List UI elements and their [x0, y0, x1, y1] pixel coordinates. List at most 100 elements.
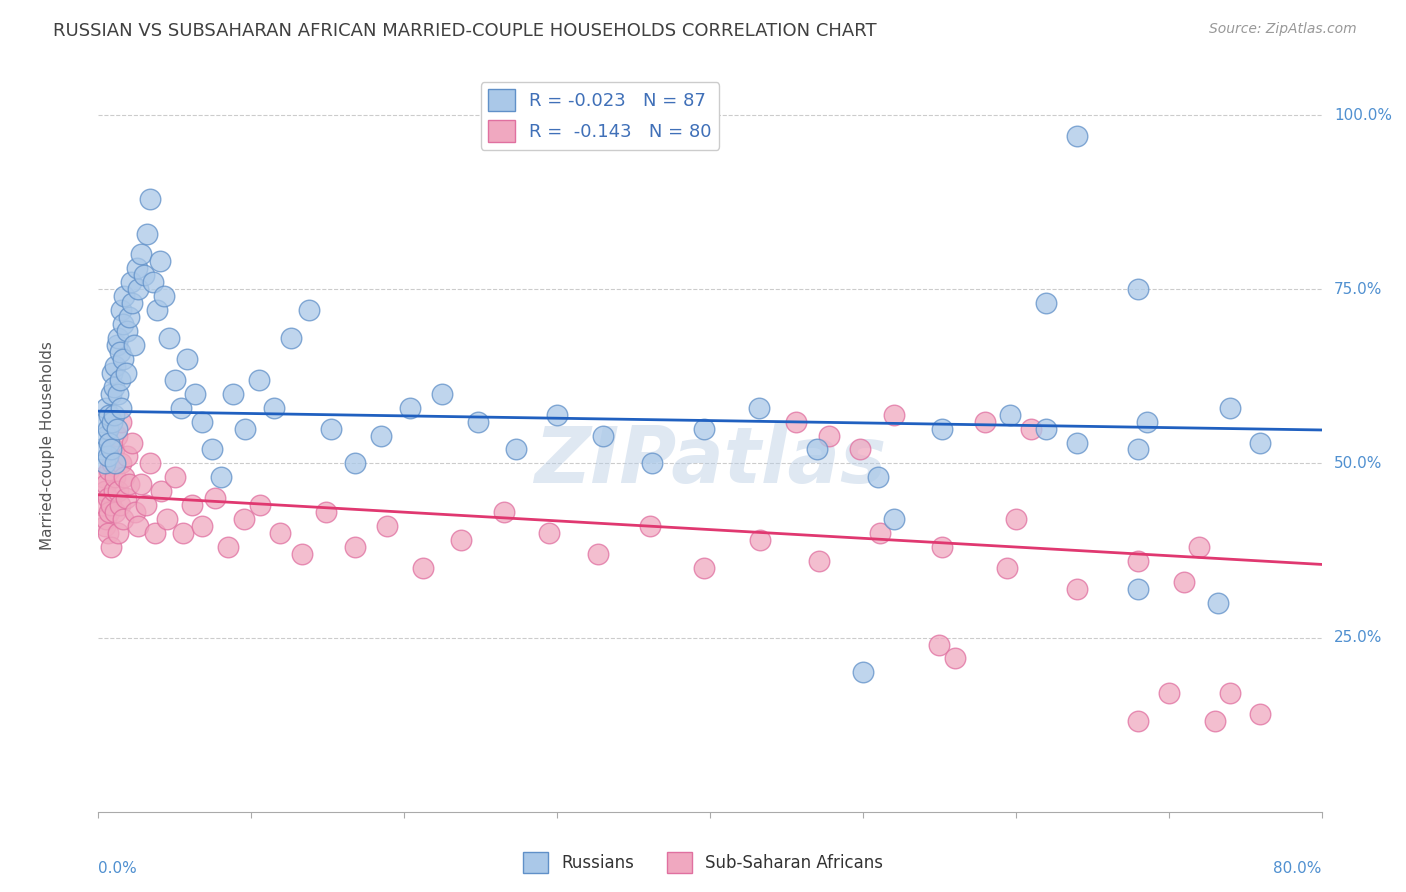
Point [129, 247, 152, 261]
Point [90, 498, 112, 512]
Point [868, 470, 890, 484]
Point [943, 651, 966, 665]
Point [91, 415, 114, 429]
Point [269, 526, 291, 541]
Text: 25.0%: 25.0% [1334, 630, 1382, 645]
Point [101, 415, 124, 429]
Text: 75.0%: 75.0% [1334, 282, 1382, 297]
Point [101, 366, 124, 380]
Point [157, 331, 180, 345]
Point [693, 421, 716, 435]
Point [883, 512, 905, 526]
Point [1128, 714, 1150, 728]
Point [172, 526, 194, 541]
Point [115, 366, 138, 380]
Point [112, 470, 135, 484]
Point [115, 491, 138, 506]
Point [101, 457, 124, 471]
Point [592, 428, 614, 442]
Point [1035, 296, 1057, 310]
Point [1188, 540, 1211, 554]
Point [94, 401, 117, 415]
Point [94, 512, 117, 526]
Point [693, 561, 716, 575]
Point [103, 442, 125, 457]
Point [100, 540, 122, 554]
Point [110, 457, 132, 471]
Point [1128, 582, 1150, 596]
Point [412, 561, 434, 575]
Point [1157, 686, 1180, 700]
Point [180, 498, 202, 512]
Text: Source: ZipAtlas.com: Source: ZipAtlas.com [1209, 22, 1357, 37]
Point [1019, 421, 1042, 435]
Point [127, 282, 149, 296]
Point [104, 505, 127, 519]
Point [869, 526, 891, 541]
Point [127, 519, 149, 533]
Text: 80.0%: 80.0% [1274, 862, 1322, 877]
Point [98, 505, 121, 519]
Point [111, 351, 134, 366]
Point [98, 408, 121, 422]
Point [588, 547, 610, 561]
Point [344, 540, 367, 554]
Point [118, 310, 141, 325]
Point [1204, 714, 1226, 728]
Point [883, 408, 905, 422]
Point [538, 526, 561, 541]
Point [143, 526, 166, 541]
Point [90, 442, 112, 457]
Point [94, 428, 117, 442]
Text: 0.0%: 0.0% [98, 862, 138, 877]
Point [97, 450, 120, 464]
Text: Married-couple Households: Married-couple Households [39, 342, 55, 550]
Point [222, 386, 245, 401]
Point [100, 386, 122, 401]
Point [153, 289, 176, 303]
Point [100, 498, 122, 512]
Point [121, 296, 143, 310]
Point [110, 415, 132, 429]
Text: 50.0%: 50.0% [1334, 456, 1382, 471]
Point [200, 442, 222, 457]
Point [974, 415, 997, 429]
Point [399, 401, 422, 415]
Point [1035, 421, 1057, 435]
Point [249, 498, 271, 512]
Point [785, 415, 807, 429]
Point [931, 540, 953, 554]
Point [1128, 442, 1150, 457]
Point [111, 512, 134, 526]
Point [149, 254, 172, 268]
Point [105, 421, 128, 435]
Text: RUSSIAN VS SUBSAHARAN AFRICAN MARRIED-COUPLE HOUSEHOLDS CORRELATION CHART: RUSSIAN VS SUBSAHARAN AFRICAN MARRIED-CO… [53, 22, 877, 40]
Point [103, 408, 125, 422]
Point [104, 457, 127, 471]
Point [505, 442, 527, 457]
Point [142, 275, 165, 289]
Point [233, 421, 256, 435]
Point [97, 491, 120, 506]
Point [247, 373, 270, 387]
Point [1249, 435, 1271, 450]
Point [110, 401, 132, 415]
Point [209, 470, 232, 484]
Legend: R = -0.023   N = 87, R =  -0.143   N = 80: R = -0.023 N = 87, R = -0.143 N = 80 [481, 82, 720, 150]
Point [818, 428, 841, 442]
Text: 100.0%: 100.0% [1334, 108, 1392, 122]
Point [93, 484, 115, 499]
Point [450, 533, 472, 547]
Point [806, 442, 828, 457]
Point [184, 386, 207, 401]
Point [370, 428, 392, 442]
Point [176, 351, 198, 366]
Point [107, 484, 129, 499]
Point [108, 498, 131, 512]
Point [122, 338, 145, 352]
Point [97, 421, 120, 435]
Point [377, 519, 399, 533]
Point [93, 519, 115, 533]
Point [156, 512, 179, 526]
Point [124, 505, 146, 519]
